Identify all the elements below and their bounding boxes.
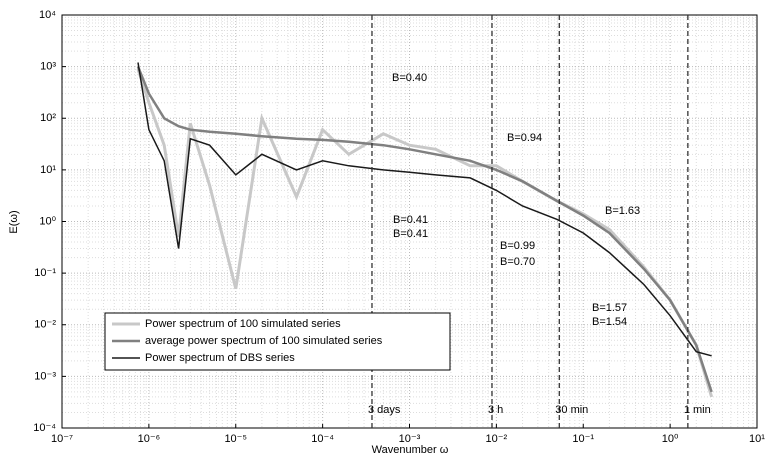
- x-tick-label: 10⁻³: [399, 433, 421, 445]
- y-tick-label: 10⁻⁴: [33, 422, 56, 434]
- annotation: B=1.63: [605, 205, 640, 217]
- series-line: [136, 68, 714, 398]
- legend-label: Power spectrum of 100 simulated series: [145, 318, 341, 330]
- y-tick-label: 10²: [40, 112, 56, 124]
- y-axis-label: E(ω): [8, 210, 20, 233]
- reference-label: 3 days: [368, 404, 401, 416]
- y-tick-label: 10³: [40, 61, 56, 73]
- x-axis-label: Wavenumber ω: [372, 444, 449, 456]
- y-tick-label: 10⁻²: [34, 319, 56, 331]
- reference-label: 30 min: [555, 404, 588, 416]
- y-tick-label: 10⁻³: [34, 370, 56, 382]
- y-tick-label: 10⁰: [39, 215, 56, 227]
- x-tick-label: 10⁻⁵: [224, 433, 247, 445]
- annotation: B=0.70: [500, 256, 535, 268]
- x-tick-label: 10¹: [749, 433, 765, 445]
- annotation: B=0.41: [393, 214, 428, 226]
- series-line: [136, 66, 713, 393]
- annotation: B=0.99: [500, 240, 535, 252]
- reference-label: 1 min: [684, 404, 711, 416]
- annotation: B=1.54: [592, 316, 627, 328]
- annotation: B=0.40: [392, 72, 427, 84]
- legend-label: average power spectrum of 100 simulated …: [145, 335, 383, 347]
- annotation: B=0.94: [507, 132, 542, 144]
- reference-label: 3 h: [488, 404, 503, 416]
- x-tick-label: 10⁻⁴: [311, 433, 334, 445]
- x-tick-label: 10⁰: [662, 433, 679, 445]
- annotation: B=1.57: [592, 302, 627, 314]
- x-tick-label: 10⁻²: [486, 433, 508, 445]
- legend-label: Power spectrum of DBS series: [145, 352, 295, 364]
- plot-frame: [61, 14, 758, 429]
- x-tick-label: 10⁻⁶: [138, 433, 161, 445]
- legend-box: [104, 312, 451, 371]
- y-tick-label: 10⁴: [39, 9, 56, 21]
- x-tick-label: 10⁻⁷: [51, 433, 73, 445]
- series-line: [137, 62, 712, 357]
- annotation: B=0.41: [393, 228, 428, 240]
- y-tick-label: 10¹: [40, 164, 56, 176]
- x-tick-label: 10⁻¹: [572, 433, 594, 445]
- y-tick-label: 10⁻¹: [34, 267, 56, 279]
